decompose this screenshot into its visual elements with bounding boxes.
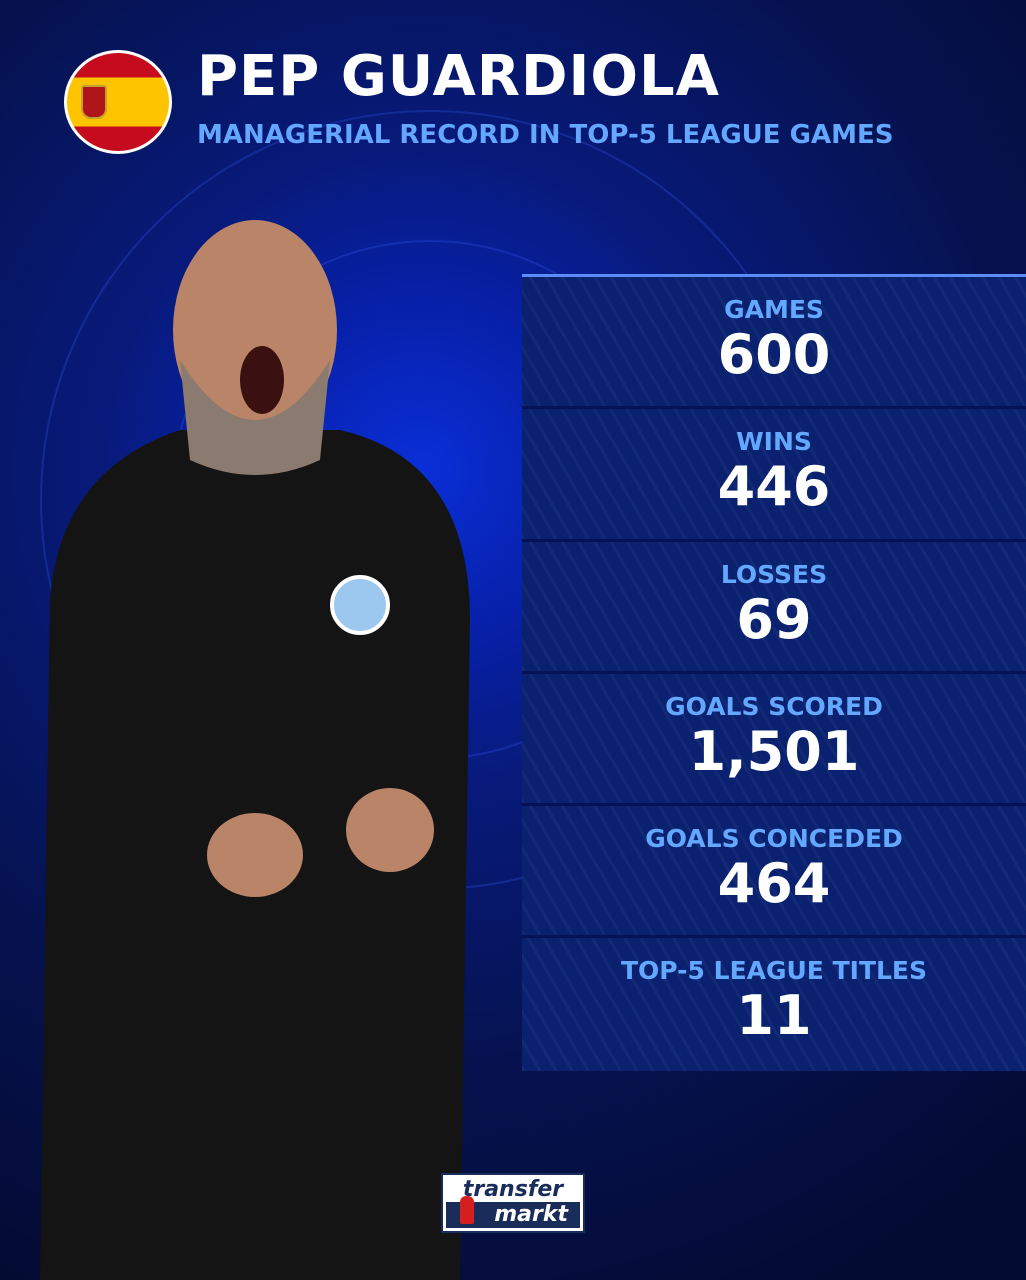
- stat-label: LOSSES: [720, 559, 828, 589]
- transfermarkt-logo: transfer markt: [441, 1173, 585, 1233]
- stat-value: 600: [717, 323, 831, 386]
- stat-value: 446: [717, 455, 831, 519]
- stat-value: 1,501: [688, 719, 860, 783]
- stat-label: WINS: [736, 427, 812, 457]
- stat-goals-conceded: GOALS CONCEDED 464: [522, 806, 1026, 939]
- stat-goals-scored: GOALS SCORED 1,501: [522, 674, 1026, 807]
- stat-label: GOALS SCORED: [665, 691, 883, 721]
- stat-label: GAMES: [724, 295, 824, 324]
- manager-photo: [40, 220, 470, 1280]
- stat-losses: LOSSES 69: [522, 542, 1026, 674]
- stat-value: 464: [717, 852, 831, 916]
- stat-wins: WINS 446: [522, 409, 1026, 542]
- page-title: PEP GUARDIOLA: [197, 44, 720, 109]
- stat-league-titles: TOP-5 LEAGUE TITLES 11: [522, 938, 1026, 1071]
- stat-label: TOP-5 LEAGUE TITLES: [620, 956, 928, 986]
- stat-value: 11: [736, 984, 812, 1048]
- stat-games: GAMES 600: [522, 277, 1026, 410]
- stats-panel: GAMES 600 WINS 446 LOSSES 69 GOALS SCORED 1,…: [522, 274, 1026, 1071]
- page-subtitle: MANAGERIAL RECORD IN TOP-5 LEAGUE GAMES: [197, 120, 894, 150]
- stat-value: 69: [736, 587, 812, 651]
- stat-label: GOALS CONCEDED: [645, 824, 903, 854]
- spain-flag-icon: [64, 50, 172, 154]
- footballer-icon: [460, 1196, 474, 1224]
